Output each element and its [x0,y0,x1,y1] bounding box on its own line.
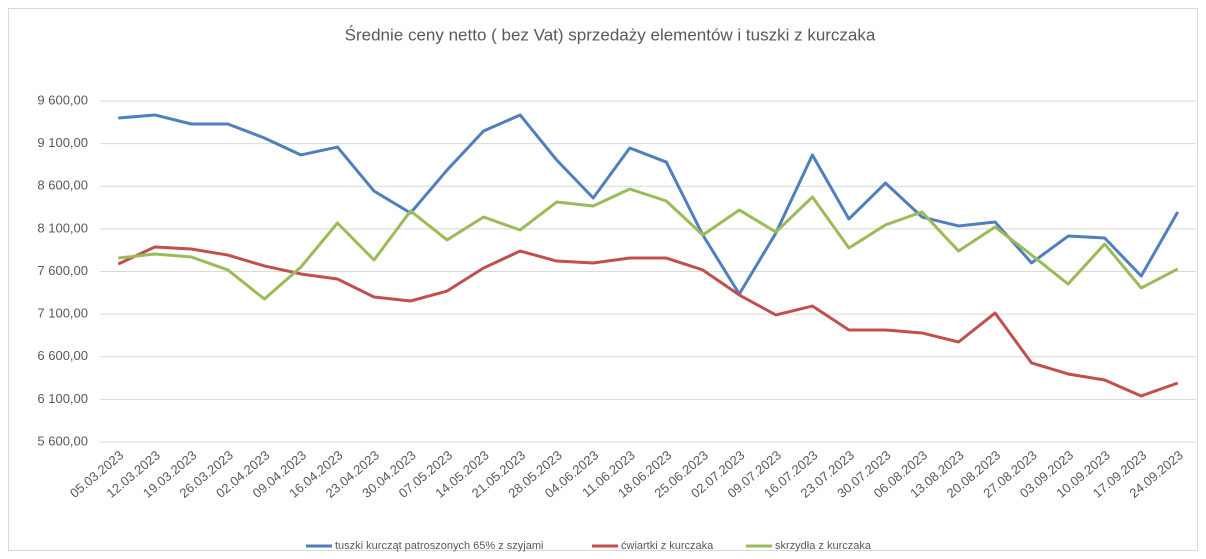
legend-label: tuszki kurcząt patroszonych 65% z szyjam… [335,540,543,552]
line-series [118,187,1179,301]
legend-label: skrzydła z kurczaka [775,540,872,552]
y-tick-label: 6 600,00 [37,348,88,363]
chart-title: Średnie ceny netto ( bez Vat) sprzedaży … [345,25,876,44]
y-tick-label: 7 600,00 [37,263,88,278]
line-series [118,113,1180,296]
y-tick-label: 6 100,00 [37,391,88,406]
chart-border [8,8,1198,551]
y-tick-label: 8 600,00 [37,178,88,193]
y-tick-label: 9 600,00 [37,92,88,107]
y-tick-label: 8 100,00 [37,220,88,235]
y-tick-label: 9 100,00 [37,135,88,150]
legend-label: ćwiartki z kurczaka [621,540,714,552]
y-tick-label: 7 100,00 [37,306,88,321]
y-tick-label: 5 600,00 [37,433,88,448]
